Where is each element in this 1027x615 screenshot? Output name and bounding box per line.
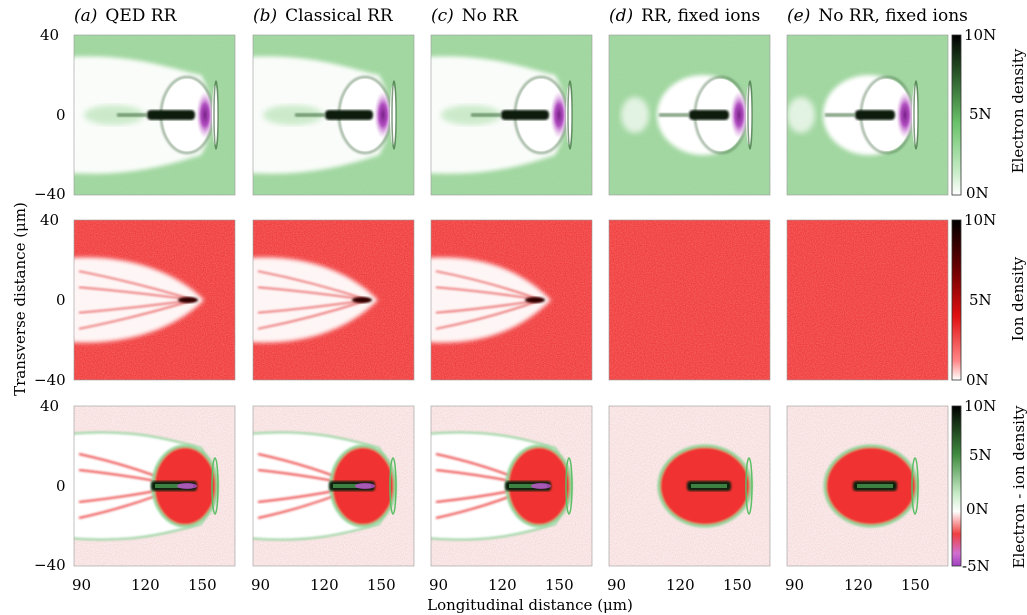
panel-title-d: (d) RR, fixed ions: [609, 6, 761, 26]
panel-difference-b: [252, 405, 415, 567]
cb1-tick-10n: 10N: [964, 26, 997, 44]
panel-title-e: (e) No RR, fixed ions: [787, 6, 968, 26]
y-tick-top-r3: 40: [40, 397, 60, 415]
cb3-label: Electron - ion density: [1010, 405, 1027, 569]
cb1-tick-5n: 5N: [969, 105, 992, 123]
cb2-label: Ion density: [1009, 256, 1027, 342]
panel-title-c: (c) No RR: [431, 6, 518, 26]
cb3-tick-10n: 10N: [964, 397, 997, 415]
cb1-label: Electron density: [1009, 48, 1027, 174]
y-axis-label: Transverse distance (μm): [11, 202, 29, 396]
x-tick-120-a: 120: [131, 576, 160, 594]
panel-title-a: (a) QED RR: [74, 6, 177, 26]
panel-electron-e: [786, 34, 949, 196]
panel-ion-c: [430, 219, 593, 381]
x-tick-90-a: 90: [72, 576, 92, 594]
y-tick-top-r2: 40: [40, 211, 60, 229]
panel-electron-c: [430, 34, 593, 196]
y-tick-mid-r2: 0: [56, 291, 66, 309]
x-tick-150-b: 150: [367, 576, 396, 594]
panel-ion-d: [608, 219, 771, 381]
panel-ion-e: [786, 219, 949, 381]
x-tick-90-c: 90: [429, 576, 449, 594]
panel-electron-a: [73, 34, 236, 196]
colorbar-ion: [951, 219, 962, 381]
y-tick-mid-r3: 0: [56, 477, 66, 495]
cb3-tick-5n: 5N: [969, 446, 992, 464]
y-tick-bot-r1: −40: [34, 185, 66, 203]
panels-layer: [73, 34, 949, 567]
x-tick-120-b: 120: [310, 576, 339, 594]
y-tick-mid-r1: 0: [56, 106, 66, 124]
x-tick-150-d: 150: [723, 576, 752, 594]
y-tick-bot-r2: −40: [34, 371, 66, 389]
colorbars-layer: [951, 34, 962, 567]
x-tick-150-c: 150: [545, 576, 574, 594]
x-tick-90-e: 90: [785, 576, 805, 594]
cb3-tick-0n: 0N: [966, 500, 989, 518]
colorbar-difference: [951, 405, 962, 567]
panel-electron-b: [252, 34, 415, 196]
panel-difference-e: [786, 405, 949, 567]
panel-electron-d: [608, 34, 771, 196]
panel-difference-a: [73, 405, 236, 567]
x-tick-120-c: 120: [488, 576, 517, 594]
x-axis-label: Longitudinal distance (μm): [427, 596, 633, 614]
x-tick-120-e: 120: [844, 576, 873, 594]
colorbar-electron: [951, 34, 962, 196]
cb2-tick-5n: 5N: [969, 291, 992, 309]
cb2-tick-0n: 0N: [966, 371, 989, 389]
x-tick-120-d: 120: [666, 576, 695, 594]
panel-ion-a: [73, 219, 236, 381]
x-tick-150-e: 150: [901, 576, 930, 594]
panel-difference-d: [608, 405, 771, 567]
x-tick-90-d: 90: [607, 576, 627, 594]
cb3-tick-neg5n: -5N: [962, 557, 990, 575]
panel-ion-b: [252, 219, 415, 381]
panel-difference-c: [430, 405, 593, 567]
panel-title-b: (b) Classical RR: [253, 6, 393, 26]
x-tick-90-b: 90: [251, 576, 271, 594]
y-tick-bot-r3: −40: [34, 556, 66, 574]
x-tick-150-a: 150: [188, 576, 217, 594]
cb1-tick-0n: 0N: [966, 184, 989, 202]
cb2-tick-10n: 10N: [964, 211, 997, 229]
y-tick-top-r1: 40: [40, 26, 60, 44]
